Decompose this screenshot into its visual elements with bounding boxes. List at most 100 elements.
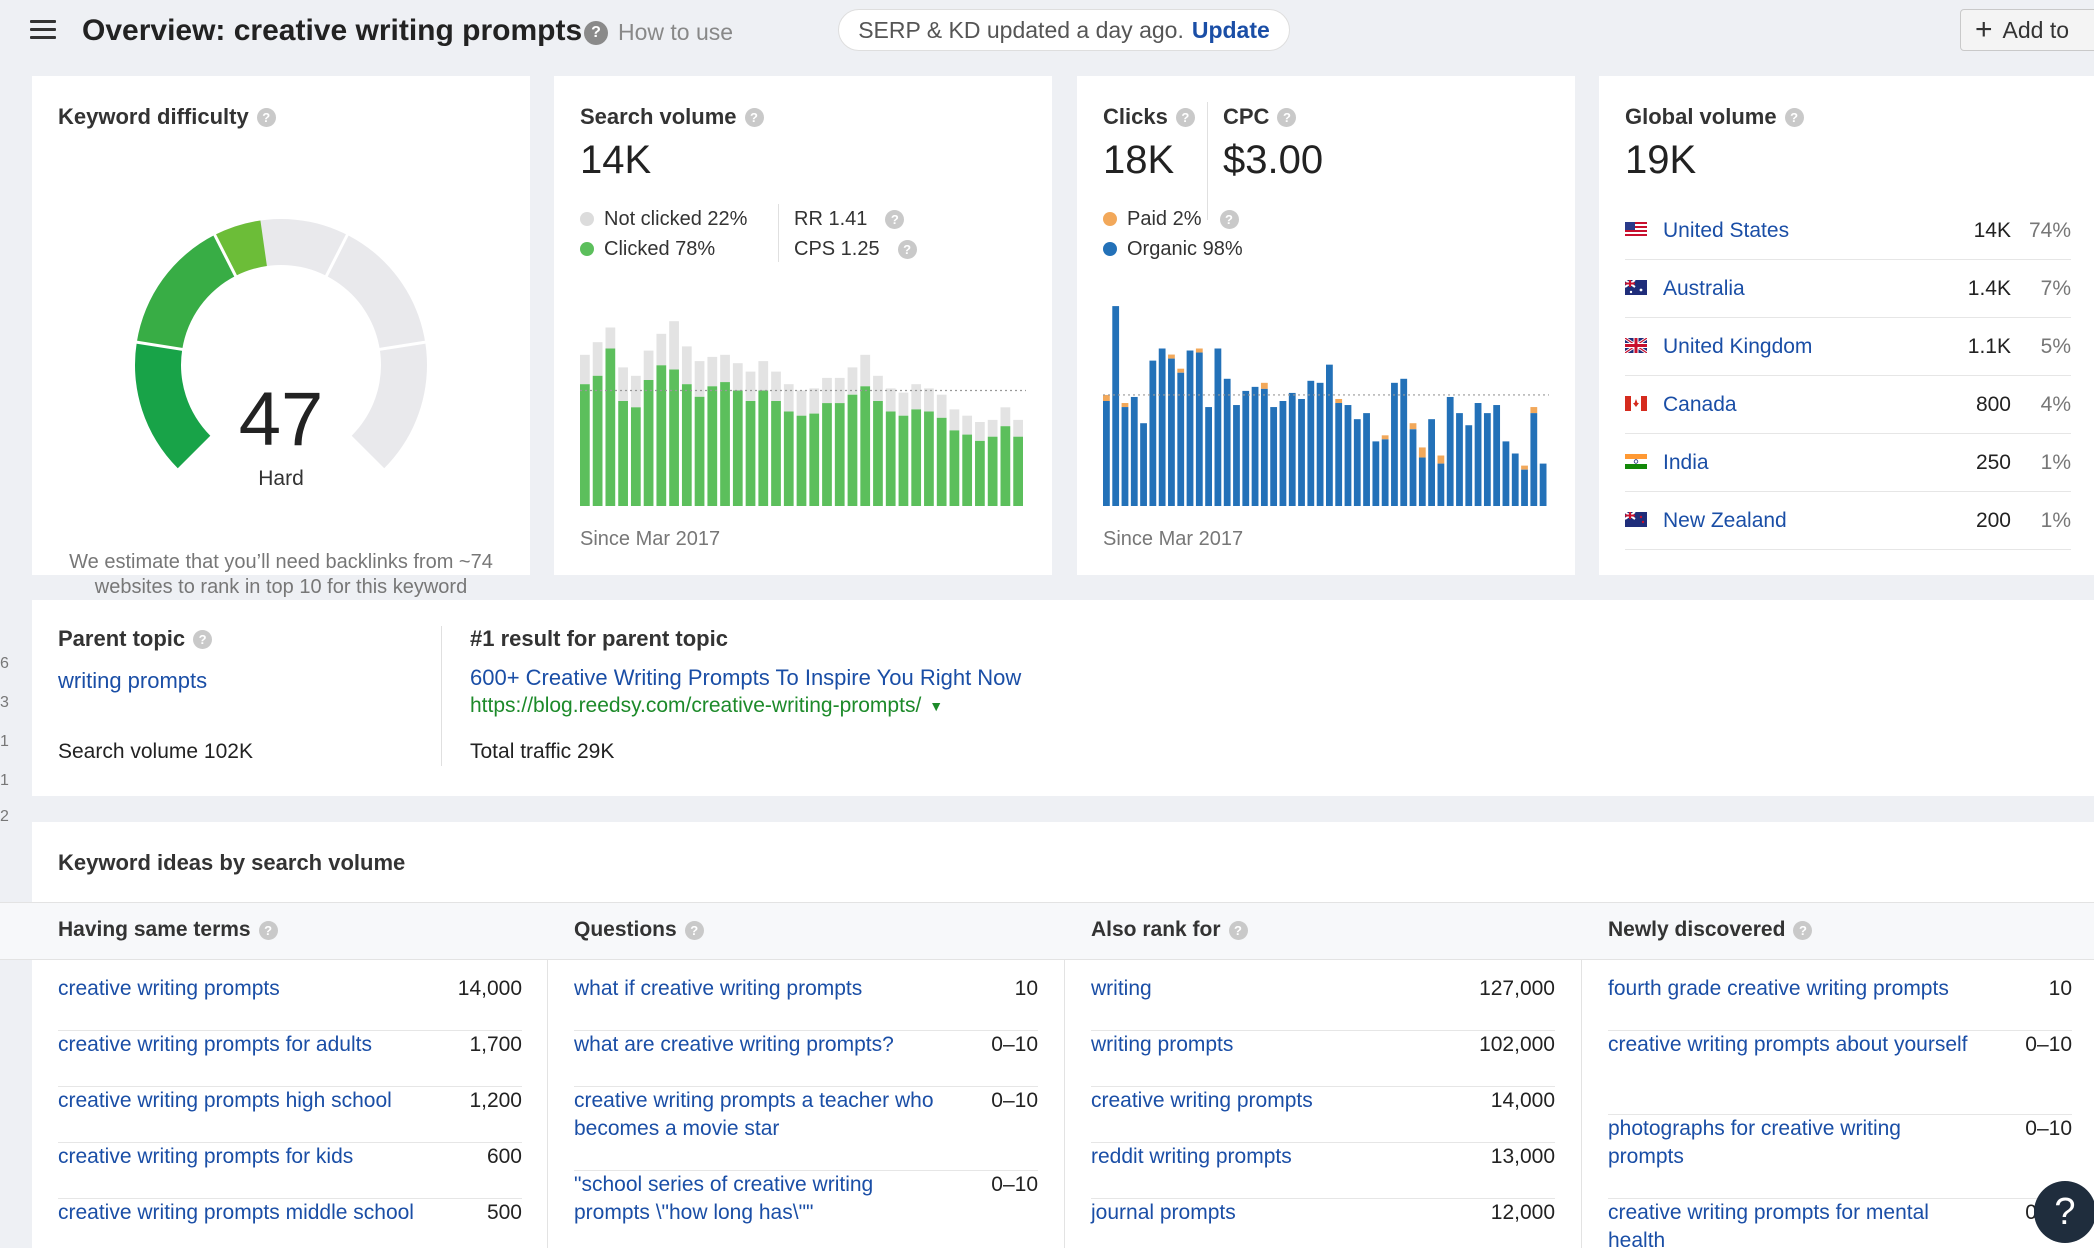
chart-bar[interactable]: [796, 415, 807, 506]
keyword-idea-link[interactable]: reddit writing prompts: [1091, 1145, 1292, 1168]
chart-bar-upper[interactable]: [694, 361, 705, 397]
chart-bar-upper[interactable]: [732, 363, 743, 391]
chart-bar[interactable]: [809, 413, 820, 506]
chart-bar-upper[interactable]: [1195, 348, 1203, 353]
chart-bar[interactable]: [1530, 413, 1538, 506]
chart-bar[interactable]: [1474, 403, 1482, 506]
chart-bar-upper[interactable]: [924, 388, 934, 412]
chart-bar[interactable]: [975, 440, 985, 506]
chart-bar[interactable]: [1168, 358, 1175, 506]
help-icon[interactable]: ?: [684, 920, 704, 940]
country-name[interactable]: India: [1663, 450, 1709, 474]
chart-bar-upper[interactable]: [681, 346, 692, 385]
chart-bar[interactable]: [1418, 457, 1426, 506]
chart-bar-upper[interactable]: [618, 367, 628, 401]
country-name[interactable]: New Zealand: [1663, 508, 1787, 532]
help-icon[interactable]: ?: [1793, 920, 1813, 940]
chart-bar[interactable]: [592, 375, 603, 506]
chart-bar[interactable]: [1400, 378, 1408, 506]
chart-bar[interactable]: [1502, 441, 1510, 506]
update-link[interactable]: Update: [1191, 16, 1270, 43]
chart-bar[interactable]: [707, 386, 718, 506]
keyword-idea-link[interactable]: creative writing prompts about yourself: [1608, 1033, 1968, 1056]
chart-bar[interactable]: [1000, 426, 1011, 506]
keyword-idea-link[interactable]: creative writing prompts middle school: [58, 1201, 414, 1224]
chart-bar-upper[interactable]: [656, 333, 667, 366]
chart-bar[interactable]: [669, 369, 679, 507]
chart-bar-upper[interactable]: [975, 422, 985, 441]
chart-bar-upper[interactable]: [1013, 419, 1023, 437]
chart-bar[interactable]: [1288, 392, 1296, 506]
keyword-idea-link[interactable]: fourth grade creative writing prompts: [1608, 977, 1949, 1000]
chart-bar[interactable]: [1140, 423, 1147, 506]
chart-bar-upper[interactable]: [873, 375, 883, 401]
chart-bar-upper[interactable]: [1177, 368, 1185, 373]
chart-bar[interactable]: [694, 396, 705, 506]
chart-bar[interactable]: [949, 430, 960, 506]
chart-bar[interactable]: [1316, 382, 1324, 506]
chart-bar[interactable]: [1483, 413, 1491, 506]
chart-bar[interactable]: [847, 394, 858, 506]
chart-bar-upper[interactable]: [630, 375, 641, 408]
add-to-button[interactable]: + Add to: [1960, 9, 2094, 51]
chart-bar[interactable]: [720, 382, 730, 506]
chart-bar[interactable]: [1493, 405, 1501, 506]
chart-bar[interactable]: [1465, 425, 1473, 506]
chart-bar-upper[interactable]: [1168, 354, 1175, 359]
chart-bar-upper[interactable]: [962, 415, 973, 435]
chart-bar[interactable]: [1242, 390, 1250, 506]
chart-bar[interactable]: [618, 401, 628, 506]
chart-bar-upper[interactable]: [720, 354, 730, 383]
country-name[interactable]: United States: [1663, 218, 1790, 242]
chart-bar[interactable]: [732, 390, 743, 507]
chart-bar[interactable]: [898, 415, 909, 506]
chart-bar[interactable]: [1335, 403, 1343, 506]
chart-bar-upper[interactable]: [1521, 465, 1528, 470]
help-icon[interactable]: ?: [1175, 107, 1195, 127]
how-to-use-link[interactable]: ? How to use: [584, 19, 733, 46]
chart-bar[interactable]: [1260, 388, 1268, 506]
keyword-idea-link[interactable]: creative writing prompts: [1091, 1089, 1313, 1112]
chart-bar-upper[interactable]: [1437, 455, 1445, 464]
help-icon[interactable]: ?: [1228, 920, 1248, 940]
chart-bar[interactable]: [681, 384, 692, 506]
help-chat-button[interactable]: ?: [2034, 1181, 2094, 1243]
keyword-idea-link[interactable]: writing: [1091, 977, 1152, 1000]
chart-bar[interactable]: [936, 417, 947, 506]
keyword-idea-link[interactable]: what are creative writing prompts?: [574, 1033, 894, 1056]
chart-bar-upper[interactable]: [1121, 403, 1129, 408]
chart-bar-upper[interactable]: [1000, 407, 1011, 427]
chart-bar-upper[interactable]: [580, 354, 590, 385]
chart-bar[interactable]: [1539, 463, 1547, 506]
chart-bar[interactable]: [1186, 350, 1194, 506]
chart-bar[interactable]: [656, 365, 667, 506]
chart-bar[interactable]: [1214, 348, 1222, 507]
chart-bar[interactable]: [1223, 378, 1231, 506]
chart-bar-upper[interactable]: [783, 384, 794, 412]
chart-bar[interactable]: [1298, 398, 1305, 506]
chart-bar[interactable]: [1195, 352, 1203, 506]
chart-bar[interactable]: [1103, 401, 1110, 506]
chart-bar-upper[interactable]: [758, 361, 769, 391]
chart-bar[interactable]: [1112, 306, 1120, 506]
chart-bar[interactable]: [745, 401, 756, 506]
chart-bar-upper[interactable]: [809, 388, 820, 414]
chart-bar[interactable]: [1013, 436, 1023, 506]
keyword-idea-link[interactable]: creative writing prompts high school: [58, 1089, 392, 1112]
chart-bar[interactable]: [1344, 405, 1352, 506]
chart-bar-upper[interactable]: [847, 367, 858, 395]
chart-bar[interactable]: [1326, 364, 1333, 506]
help-icon[interactable]: ?: [193, 629, 213, 649]
chart-bar[interactable]: [643, 380, 654, 506]
chart-bar-upper[interactable]: [987, 419, 998, 437]
chart-bar[interactable]: [1307, 380, 1315, 506]
help-icon[interactable]: ?: [256, 107, 276, 127]
chart-bar[interactable]: [1130, 396, 1138, 506]
chart-bar[interactable]: [822, 403, 832, 506]
chart-bar-upper[interactable]: [643, 350, 654, 380]
help-icon[interactable]: ?: [1219, 209, 1239, 229]
caret-down-icon[interactable]: ▼: [929, 698, 944, 714]
keyword-idea-link[interactable]: photographs for creative writing prompts: [1608, 1117, 1901, 1168]
keyword-idea-link[interactable]: journal prompts: [1091, 1201, 1236, 1224]
chart-bar-upper[interactable]: [949, 409, 960, 431]
